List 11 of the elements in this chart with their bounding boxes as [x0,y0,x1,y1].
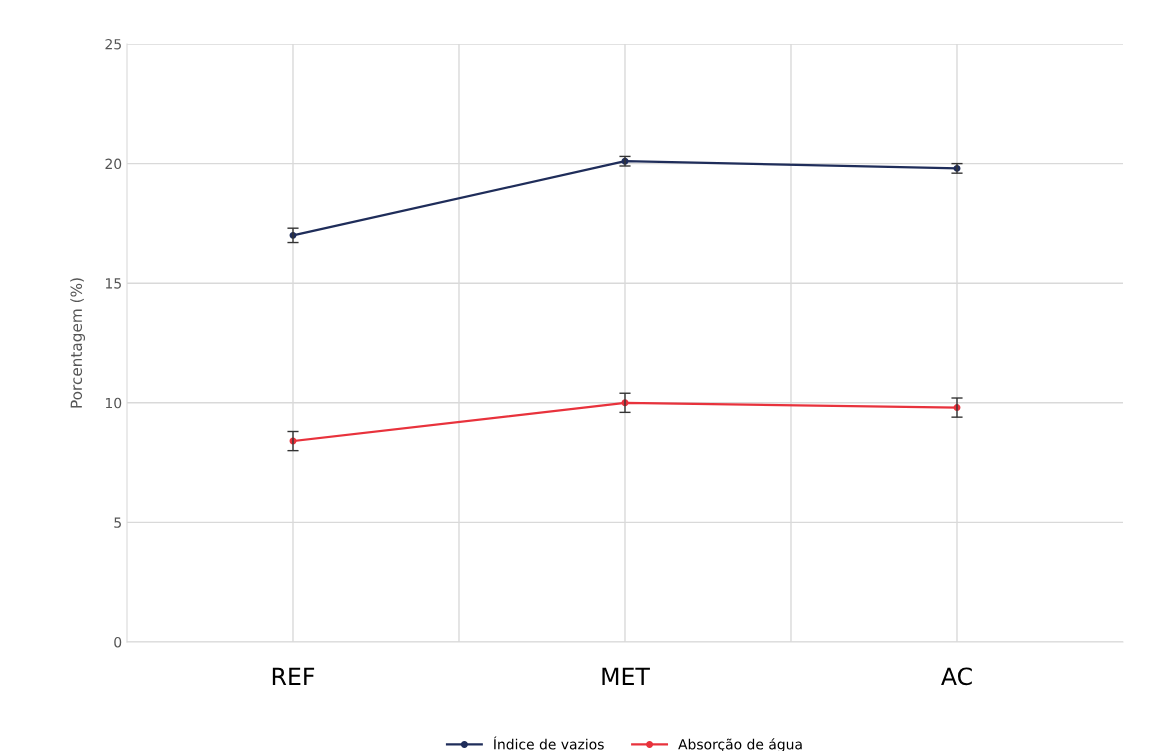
y-tick-label: 5 [114,517,121,528]
x-tick-label: AC [941,667,972,686]
y-axis-title: Porcentagem (%) [70,278,86,408]
y-tick-label: 25 [105,38,121,50]
x-tick-label: MET [602,667,650,685]
y-tick-label: 10 [105,397,122,409]
y-tick-label: 0 [114,636,122,648]
legend-label: Índice de vazios [493,736,604,750]
y-tick-label: 20 [105,158,122,170]
y-tick-label: 15 [105,278,121,289]
x-tick-label: REF [272,667,315,685]
